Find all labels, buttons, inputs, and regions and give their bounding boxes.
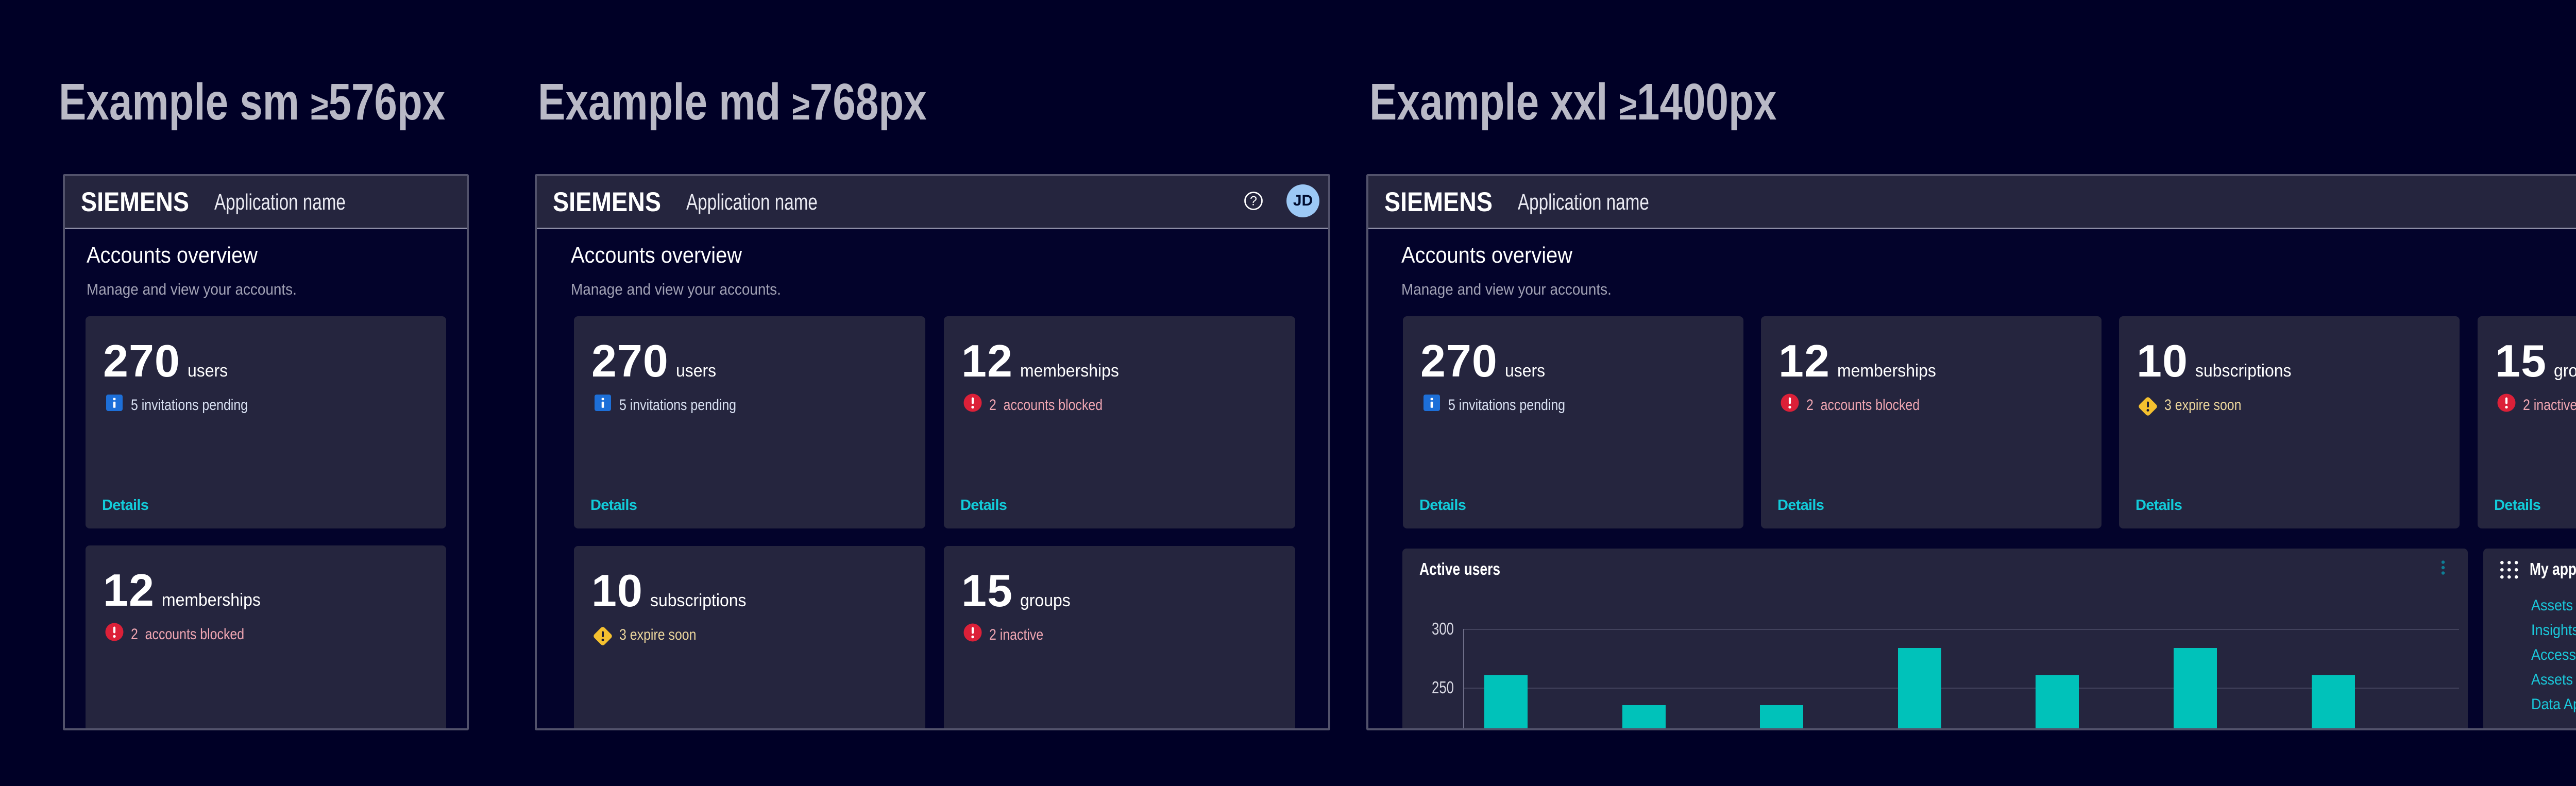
svg-text:?: ? [1250, 194, 1257, 209]
